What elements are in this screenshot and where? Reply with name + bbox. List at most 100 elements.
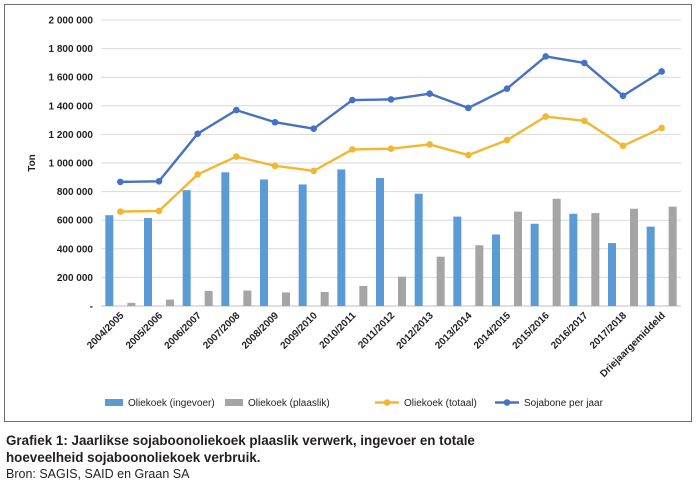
data-point: [503, 136, 511, 144]
bar: [320, 291, 329, 306]
x-tick-label: 2015/2016: [511, 310, 553, 352]
chart-frame: 2 000 000 1 800 000 1 600 000 1 400 000 1 20…: [4, 4, 692, 422]
data-point: [271, 162, 279, 170]
legend-swatch-marker: [383, 399, 391, 406]
gridlines: [101, 19, 681, 307]
bar: [475, 245, 484, 306]
x-tick-label: 2006/2007: [163, 310, 205, 352]
bar: [337, 169, 346, 306]
bar: [105, 215, 114, 306]
bar: [436, 256, 445, 306]
y-tick-label: 1 400 000: [49, 101, 94, 112]
bar: [221, 172, 230, 306]
bar: [514, 211, 522, 306]
data-point: [581, 117, 588, 125]
data-point: [155, 178, 163, 185]
legend-label: Oliekoek (ingevoer): [128, 398, 215, 409]
bar: [204, 290, 213, 306]
x-tick-label: 2004/2005: [85, 310, 127, 352]
y-tick-label: 1 600 000: [49, 73, 94, 84]
x-tick-label: 2013/2014: [433, 310, 475, 352]
data-point: [465, 151, 472, 159]
data-point: [117, 208, 124, 215]
bar: [182, 190, 191, 306]
bar: [552, 198, 561, 306]
bar: [530, 223, 539, 306]
bar: [144, 218, 152, 306]
data-point: [349, 146, 356, 153]
legend-label: Oliekoek (plaaslik): [248, 398, 330, 409]
bar: [243, 290, 252, 306]
data-point: [465, 104, 472, 112]
data-point: [426, 90, 433, 97]
legend-label: Sojabone per jaar: [524, 398, 604, 409]
x-tick-label: 2017/2018: [588, 310, 630, 352]
y-tick-label: -: [90, 302, 93, 313]
data-point: [271, 118, 279, 126]
y-tick-label: 200 000: [57, 273, 94, 284]
bar: [591, 213, 600, 306]
data-point: [349, 96, 356, 104]
data-point: [542, 113, 549, 120]
caption-source: Bron: SAGIS, SAID en Graan SA: [6, 467, 190, 481]
legend-label: Oliekoek (totaal): [404, 398, 477, 409]
data-point: [310, 167, 317, 175]
x-tick-label: 2008/2009: [240, 310, 282, 352]
data-point: [233, 106, 240, 114]
y-tick-label: 2 000 000: [49, 16, 94, 27]
x-tick-label: 2009/2010: [279, 310, 321, 352]
data-point: [503, 85, 511, 92]
x-tick-label: 2007/2008: [201, 310, 243, 352]
bar: [298, 184, 307, 306]
bar: [668, 206, 677, 306]
lines: [117, 53, 665, 215]
bar: [398, 276, 406, 306]
data-point: [194, 171, 201, 178]
data-point: [387, 96, 395, 103]
y-axis-label: Ton: [27, 154, 38, 172]
caption-title-line-2: hoeveelheid sojaboonoliekoek verbruik.: [6, 450, 261, 465]
y-tick-label: 1 000 000: [49, 159, 94, 170]
bar: [414, 193, 423, 306]
data-point: [426, 141, 433, 148]
data-point: [155, 207, 163, 215]
data-point: [233, 153, 240, 160]
y-tick-label: 400 000: [57, 244, 94, 255]
legend: Oliekoek (ingevoer) Oliekoek (plaaslik) Ol…: [105, 398, 604, 409]
caption-title-line-1: Grafiek 1: Jaarlikse sojaboonoliekoek pl…: [6, 433, 475, 448]
x-tick-label: 2012/2013: [395, 310, 437, 352]
legend-swatch: [225, 399, 243, 406]
data-point: [117, 178, 124, 186]
bar: [646, 226, 655, 306]
bar: [359, 285, 368, 306]
data-point: [542, 53, 549, 60]
data-point: [387, 145, 395, 152]
bar: [630, 208, 638, 306]
bar: [166, 299, 174, 306]
x-tick-label: Driejaargemiddeld: [598, 310, 667, 379]
x-axis-ticks: 2004/20052005/20062006/20072007/20082008…: [85, 310, 668, 380]
x-tick-label: 2016/2017: [549, 310, 591, 352]
legend-swatch: [105, 399, 123, 406]
bar: [260, 179, 268, 306]
y-tick-label: 600 000: [57, 216, 94, 227]
y-tick-label: 1 800 000: [49, 44, 94, 55]
bar: [608, 243, 616, 306]
bar: [492, 234, 500, 306]
x-tick-label: 2011/2012: [356, 310, 397, 351]
y-tick-label: 800 000: [57, 187, 94, 198]
y-axis-ticks: 2 000 000 1 800 000 1 600 000 1 400 000 1 20…: [49, 16, 94, 313]
bar: [569, 213, 578, 306]
data-point: [658, 124, 665, 132]
chart: 2 000 000 1 800 000 1 600 000 1 400 000 1 20…: [27, 16, 681, 409]
data-point: [619, 92, 627, 100]
x-tick-label: 2014/2015: [472, 310, 514, 352]
data-point: [581, 59, 588, 67]
bar: [282, 292, 290, 306]
bar: [453, 216, 462, 306]
figure-caption: Grafiek 1: Jaarlikse sojaboonoliekoek pl…: [6, 432, 696, 482]
x-tick-label: 2010/2011: [318, 310, 359, 351]
bar: [127, 302, 136, 306]
bar: [376, 178, 384, 306]
x-tick-label: 2005/2006: [124, 310, 166, 352]
